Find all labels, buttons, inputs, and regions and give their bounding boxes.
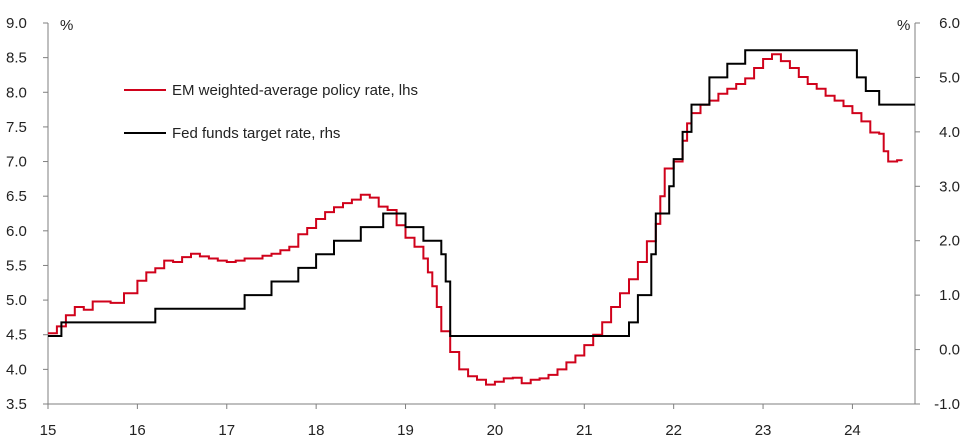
left-y-tick-label: 5.0 (6, 292, 27, 309)
x-tick-label: 17 (218, 422, 235, 439)
right-y-tick-label: 0.0 (939, 342, 960, 359)
right-y-tick-label: 3.0 (939, 178, 960, 195)
right-y-ticks: -1.0 0.0 1.0 2.0 3.0 4.0 5.0 6.0 (915, 15, 960, 413)
left-y-tick-label: 7.5 (6, 119, 27, 136)
left-y-ticks: 3.5 4.0 4.5 5.0 5.5 6.0 6.5 7.0 7.5 8.0 8.5 9.0 (6, 15, 48, 413)
legend-label-fed-funds-rate: Fed funds target rate, rhs (172, 125, 340, 142)
x-tick-label: 24 (844, 422, 861, 439)
left-y-tick-label: 4.0 (6, 361, 27, 378)
x-tick-label: 20 (487, 422, 504, 439)
x-tick-label: 16 (129, 422, 146, 439)
x-tick-label: 19 (397, 422, 414, 439)
right-y-tick-label: 2.0 (939, 233, 960, 250)
right-y-tick-label: 6.0 (939, 15, 960, 32)
right-axis-unit-label: % (897, 17, 910, 34)
left-y-tick-label: 3.5 (6, 396, 27, 413)
x-ticks: 15 16 17 18 19 20 21 22 23 24 (40, 404, 861, 439)
x-tick-label: 23 (755, 422, 772, 439)
x-tick-label: 21 (576, 422, 593, 439)
left-y-tick-label: 7.0 (6, 154, 27, 171)
right-y-tick-label: 1.0 (939, 287, 960, 304)
series-line-fed-funds-rate (48, 49, 915, 337)
series-layer (48, 49, 915, 386)
legend-label-em-policy-rate: EM weighted-average policy rate, lhs (172, 82, 418, 99)
x-tick-label: 22 (665, 422, 682, 439)
right-y-tick-label: -1.0 (934, 396, 960, 413)
left-y-tick-label: 5.5 (6, 257, 27, 274)
x-tick-label: 18 (308, 422, 325, 439)
left-y-tick-label: 4.5 (6, 327, 27, 344)
legend: EM weighted-average policy rate, lhs Fed… (124, 82, 418, 142)
left-y-tick-label: 6.5 (6, 188, 27, 205)
right-y-tick-label: 5.0 (939, 69, 960, 86)
left-y-tick-label: 6.0 (6, 223, 27, 240)
left-y-tick-label: 8.0 (6, 84, 27, 101)
series-line-em-policy-rate (48, 53, 903, 386)
left-y-tick-label: 8.5 (6, 50, 27, 67)
right-y-tick-label: 4.0 (939, 124, 960, 141)
left-y-tick-label: 9.0 (6, 15, 27, 32)
left-axis-unit-label: % (60, 17, 73, 34)
x-tick-label: 15 (40, 422, 57, 439)
